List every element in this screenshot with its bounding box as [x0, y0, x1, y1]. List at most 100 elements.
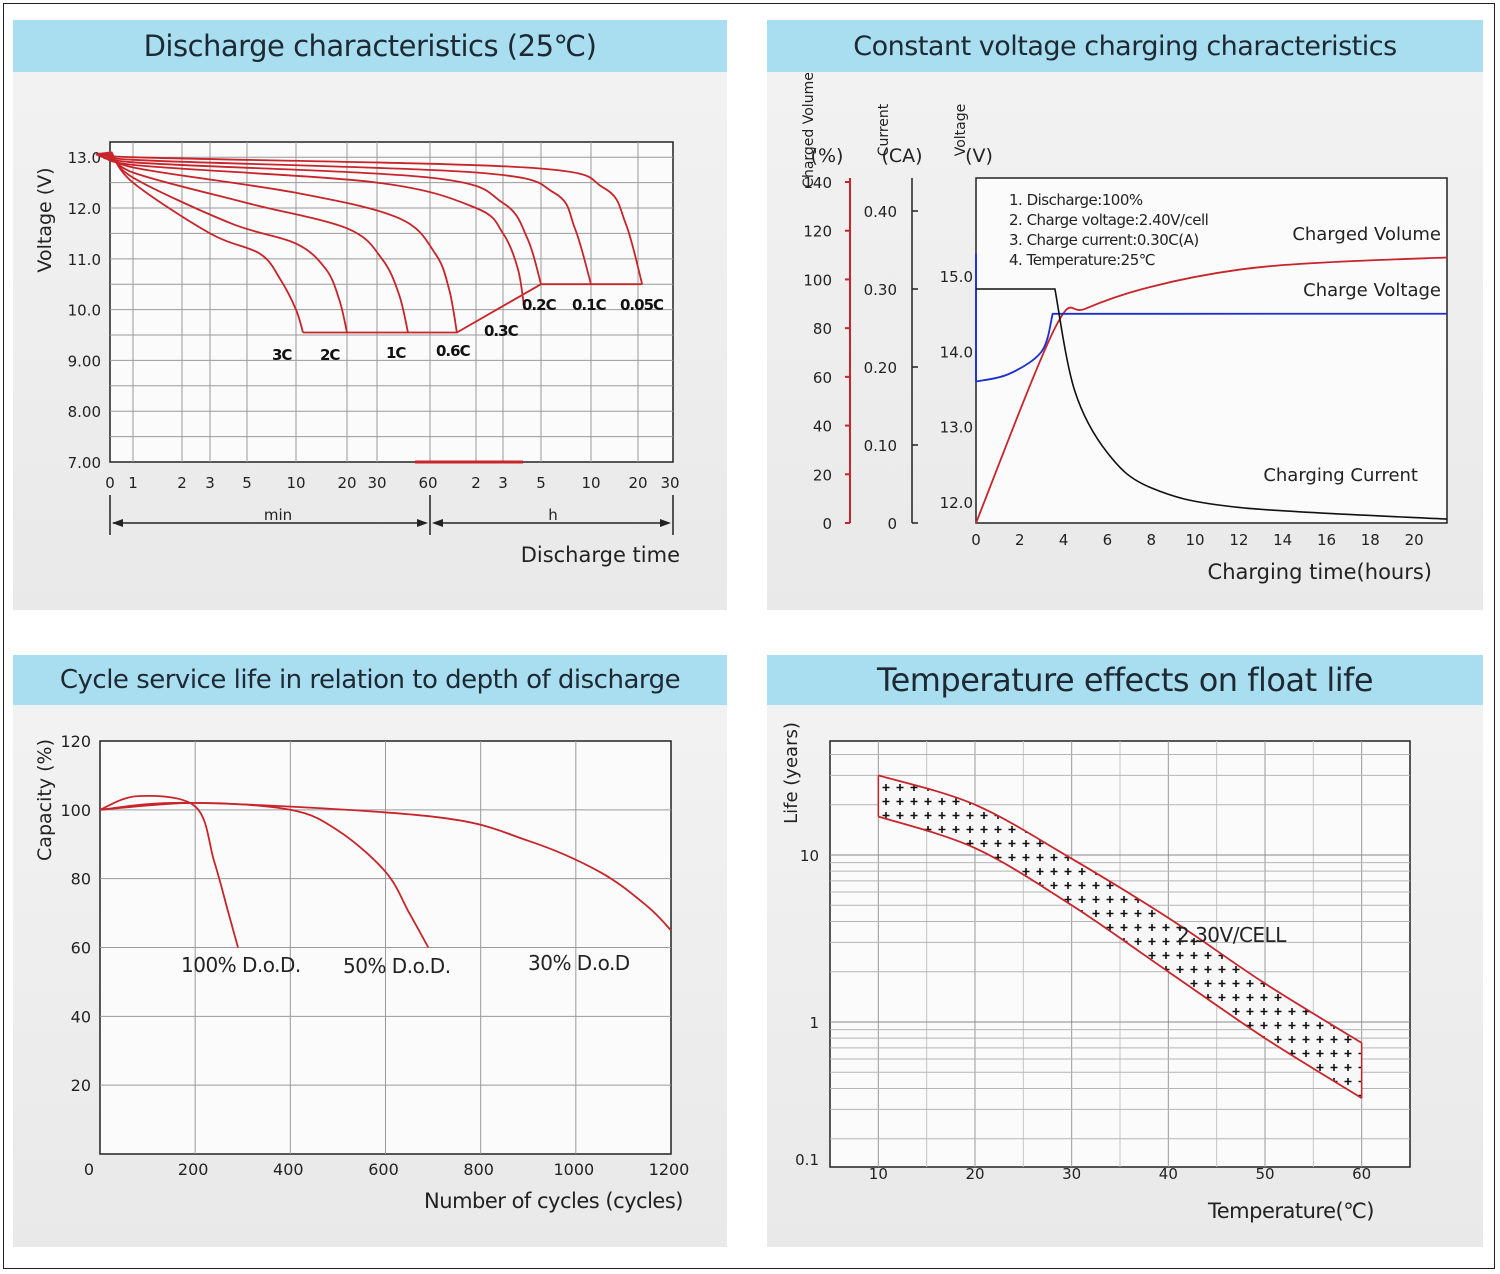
x-tick-label: 3 — [498, 474, 508, 492]
x-tick-label: 3 — [205, 474, 215, 492]
x-tick-label: 400 — [273, 1160, 304, 1179]
x-axis-label: Charging time(hours) — [1208, 560, 1432, 584]
charging-panel: Constant voltage charging characteristic… — [767, 20, 1483, 610]
x-axis-label: Number of cycles (cycles) — [424, 1189, 683, 1213]
x-tick-label: 1 — [128, 474, 138, 492]
ca-tick-label: 0.10 — [864, 437, 897, 455]
dod-label-1: 50% D.o.D. — [343, 954, 451, 978]
x-tick-label: 16 — [1317, 531, 1336, 549]
x-tick-label: 0 — [105, 474, 115, 492]
dod-label-0: 100% D.o.D. — [181, 953, 301, 977]
y-axis-label: Capacity (%) — [34, 739, 56, 861]
v-tick-label: 14.0 — [940, 343, 973, 361]
band-lower-line — [878, 815, 1363, 1099]
ca-tick-label: 0 — [887, 515, 897, 533]
discharge-curve-005C — [95, 151, 644, 285]
label-charge-voltage: Charge Voltage — [1303, 280, 1441, 301]
y-tick-label: 10.0 — [68, 302, 101, 320]
discharge-curve-3C — [110, 151, 304, 333]
x-tick-label: 10 — [869, 1165, 888, 1183]
cutoff-voltage-line — [303, 283, 643, 334]
discharge-curve-02C — [102, 151, 542, 285]
y-tick-label: 80 — [71, 870, 91, 889]
outer-frame — [3, 3, 1495, 1269]
axis-header-2: Voltage — [953, 104, 969, 157]
axis-unit-1: (CA) — [881, 145, 922, 167]
y-tick-label: 20 — [71, 1076, 91, 1095]
y-tick-label: 0.1 — [795, 1151, 819, 1169]
x-tick-label: 6 — [1103, 531, 1113, 549]
cycle-curve-0 — [99, 795, 239, 948]
v-tick-label: 15.0 — [940, 268, 973, 286]
y-axis-label: Voltage (V) — [34, 167, 56, 272]
pct-tick-label: 20 — [813, 466, 832, 484]
x-tick-label: 30 — [367, 474, 386, 492]
x-tick-label: 20 — [628, 474, 647, 492]
y-tick-label: 100 — [60, 801, 91, 820]
condition-4: 4. Temperature:25℃ — [1009, 251, 1155, 269]
h-range-label: h — [548, 506, 558, 524]
condition-3: 3. Charge current:0.30C(A) — [1009, 231, 1199, 249]
pct-tick-label: 120 — [803, 223, 832, 241]
x-tick-label: 0 — [84, 1160, 94, 1179]
x-tick-label: 20 — [1405, 531, 1424, 549]
discharge-curve-1C — [110, 151, 409, 333]
arrow-head — [112, 519, 123, 527]
condition-2: 2. Charge voltage:2.40V/cell — [1009, 211, 1208, 229]
y-tick-label: 1 — [809, 1014, 819, 1032]
charge-voltage-curve — [975, 253, 1448, 383]
x-tick-label: 14 — [1273, 531, 1292, 549]
y-tick-label: 7.00 — [68, 454, 101, 472]
curve-label-01C: 0.1C — [572, 296, 607, 314]
charging-current-curve — [976, 288, 1448, 520]
curve-label-02C: 0.2C — [522, 296, 557, 314]
y-tick-label: 13.0 — [68, 149, 101, 167]
x-tick-label: 2 — [471, 474, 481, 492]
y-tick-label: 40 — [71, 1007, 91, 1026]
y-tick-label: 11.0 — [68, 251, 101, 269]
y-tick-label: 10 — [800, 847, 819, 865]
curve-label-06C: 0.6C — [436, 342, 471, 360]
x-tick-label: 4 — [1059, 531, 1069, 549]
condition-1: 1. Discharge:100% — [1009, 191, 1143, 209]
curve-label-005C: 0.05C — [620, 296, 664, 314]
min-range-label: min — [264, 506, 292, 524]
pct-tick-label: 100 — [803, 271, 832, 289]
curve-label-03C: 0.3C — [484, 322, 519, 340]
band-label: 2.30V/CELL — [1177, 923, 1287, 947]
curve-label-3C: 3C — [272, 346, 292, 364]
x-tick-label: 30 — [1062, 1165, 1081, 1183]
x-tick-label: 50 — [1255, 1165, 1274, 1183]
plot-area — [109, 141, 674, 463]
pct-tick-label: 80 — [813, 320, 832, 338]
x-tick-label: 8 — [1146, 531, 1156, 549]
plot-area — [975, 177, 1448, 524]
label-charging-current: Charging Current — [1263, 465, 1418, 486]
charging-title: Constant voltage charging characteristic… — [767, 20, 1483, 72]
dod-label-2: 30% D.o.D — [528, 951, 630, 975]
band-upper-line — [878, 774, 1363, 1044]
v-tick-label: 13.0 — [940, 419, 973, 437]
y-axis-label: Life (years) — [781, 722, 802, 824]
ca-tick-label: 0.30 — [864, 281, 897, 299]
x-tick-label: 200 — [178, 1160, 209, 1179]
x-tick-label: 12 — [1229, 531, 1248, 549]
curve-label-1C: 1C — [386, 344, 406, 362]
pct-tick-label: 40 — [813, 418, 832, 436]
x-tick-label: 1200 — [649, 1160, 690, 1179]
x-tick-label: 10 — [286, 474, 305, 492]
discharge-title: Discharge characteristics (25℃) — [13, 20, 727, 72]
x-tick-label: 30 — [660, 474, 679, 492]
float-life-title: Temperature effects on float life — [767, 655, 1483, 705]
x-tick-label: 2 — [177, 474, 187, 492]
arrow-head — [660, 519, 671, 527]
cycle-curve-2 — [99, 801, 672, 931]
x-tick-label: 1000 — [553, 1160, 594, 1179]
y-tick-label: 60 — [71, 939, 91, 958]
cycle-life-title: Cycle service life in relation to depth … — [13, 655, 727, 705]
float-life-chart: 0.1 1 10 10 20 30 40 50 60 Life (years) Temperatur… — [781, 722, 1411, 1223]
x-tick-label: 10 — [581, 474, 600, 492]
pct-tick-label: 60 — [813, 369, 832, 387]
cycle-life-panel: Cycle service life in relation to depth … — [13, 655, 727, 1247]
